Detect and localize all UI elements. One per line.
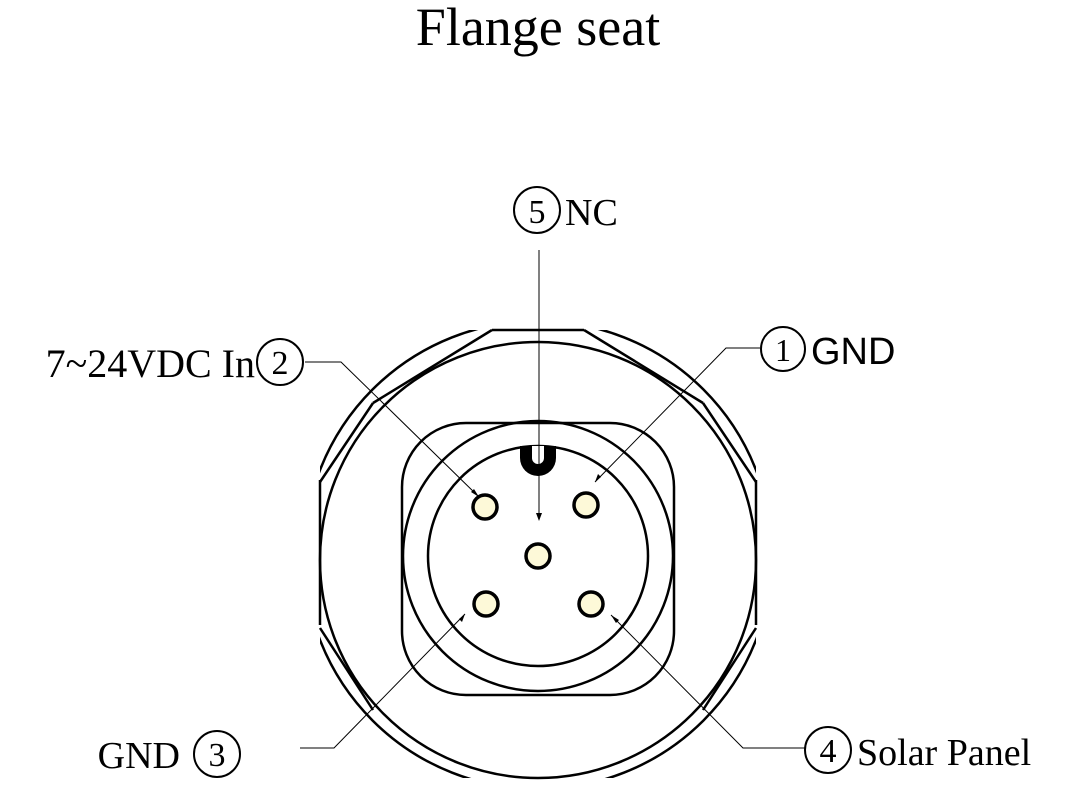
callout-circle-4 [804,726,852,774]
arrow-pin-1 [595,474,601,482]
pin-4-label: Solar Panel [857,732,1031,774]
diagram-title: Flange seat [416,0,660,57]
leader-pin-2 [305,361,480,498]
pins [471,491,605,618]
pin-2-number: 2 [272,345,289,382]
pin-1-label: GND [811,331,895,373]
arrow-pin-3 [459,614,465,622]
leader-pin-3 [300,613,466,749]
pin-3-number: 3 [209,737,226,774]
pin-2 [471,493,499,521]
hex-nut [318,328,758,778]
arrow-pin-4 [611,615,619,623]
pin-4 [577,590,605,618]
pin-4-number: 4 [820,733,837,770]
leader-pin-1 [594,347,760,483]
callout-circle-2 [256,338,304,386]
key-notch [520,446,556,476]
callout-circle-5 [513,186,561,234]
pin-1-number: 1 [775,332,791,368]
leader-pin-4 [610,614,805,749]
leader-arrowheads [459,474,619,623]
pin-3-label: GND [98,735,180,777]
flange-face [318,340,758,780]
arrow-pin-5 [536,513,542,521]
pin-3 [472,590,500,618]
leader-lines [300,250,805,749]
pin-5 [524,542,552,570]
arrow-pin-2 [471,489,479,497]
callout-circle-1 [760,326,806,372]
socket-outer-ring [401,419,675,693]
pin-2-label: 7~24VDC In [46,341,255,386]
callout-circle-3 [193,730,241,778]
pin-5-label: NC [565,192,618,234]
pin-1 [572,491,600,519]
pin-5-number: 5 [529,194,546,231]
callout-circles [193,186,852,778]
